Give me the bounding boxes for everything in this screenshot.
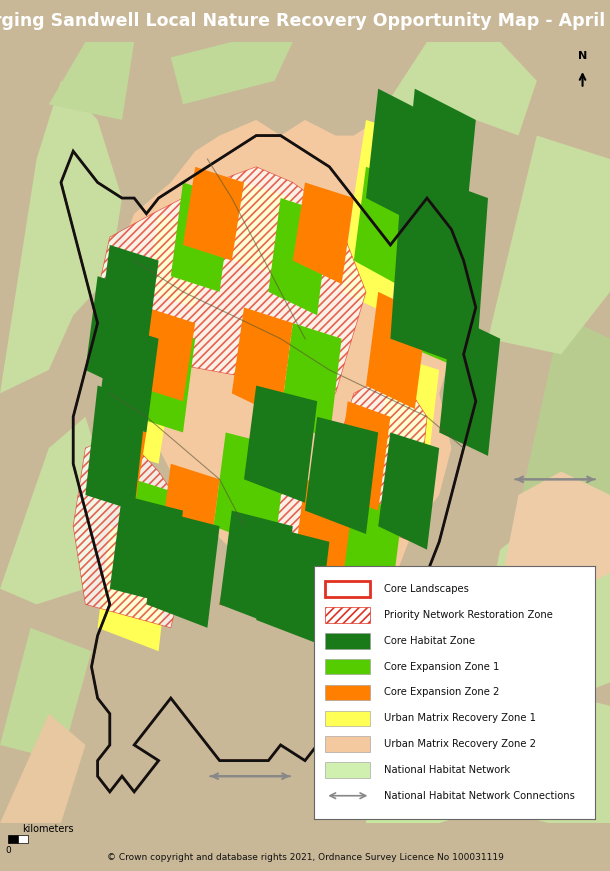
Text: N: N: [578, 51, 587, 61]
Polygon shape: [390, 159, 464, 292]
Text: © Crown copyright and database rights 2021, Ordnance Survey Licence No 100031119: © Crown copyright and database rights 20…: [107, 853, 503, 861]
Polygon shape: [256, 354, 317, 463]
Bar: [325, 582, 370, 597]
Text: National Habitat Network: National Habitat Network: [384, 765, 511, 775]
Polygon shape: [403, 105, 464, 229]
Polygon shape: [293, 479, 354, 589]
Bar: [325, 658, 370, 674]
Polygon shape: [336, 402, 390, 510]
Polygon shape: [336, 495, 403, 604]
Polygon shape: [0, 417, 110, 604]
Text: Core Expansion Zone 2: Core Expansion Zone 2: [384, 687, 500, 698]
Polygon shape: [49, 42, 134, 120]
Text: Priority Network Restoration Zone: Priority Network Restoration Zone: [384, 610, 553, 620]
Polygon shape: [354, 167, 409, 284]
Text: National Habitat Network Connections: National Habitat Network Connections: [384, 791, 575, 800]
Polygon shape: [171, 182, 232, 292]
Polygon shape: [396, 683, 610, 823]
Polygon shape: [122, 479, 183, 589]
Polygon shape: [73, 432, 195, 628]
Polygon shape: [220, 471, 329, 628]
Polygon shape: [110, 495, 183, 604]
Polygon shape: [85, 276, 146, 394]
Polygon shape: [366, 42, 537, 159]
Polygon shape: [232, 182, 293, 276]
Polygon shape: [403, 89, 476, 245]
Text: kilometers: kilometers: [22, 824, 73, 834]
Polygon shape: [366, 292, 427, 409]
Polygon shape: [110, 370, 171, 463]
Polygon shape: [98, 167, 366, 394]
Bar: [325, 736, 370, 752]
Polygon shape: [268, 198, 329, 315]
Polygon shape: [366, 628, 537, 823]
Polygon shape: [98, 120, 476, 628]
Polygon shape: [439, 315, 500, 456]
Bar: [325, 633, 370, 649]
Polygon shape: [159, 463, 220, 573]
Polygon shape: [98, 323, 159, 432]
Polygon shape: [378, 354, 439, 471]
Polygon shape: [305, 417, 378, 534]
Text: Core Landscapes: Core Landscapes: [384, 584, 469, 594]
Polygon shape: [0, 81, 122, 394]
Polygon shape: [390, 182, 476, 370]
Bar: [325, 685, 370, 700]
Polygon shape: [183, 167, 244, 260]
Polygon shape: [171, 42, 293, 105]
Polygon shape: [0, 628, 92, 760]
Bar: [325, 711, 370, 726]
Polygon shape: [390, 167, 488, 370]
Polygon shape: [85, 386, 146, 510]
Polygon shape: [256, 526, 329, 644]
Polygon shape: [293, 182, 354, 284]
Bar: [18, 835, 28, 843]
Text: Emerging Sandwell Local Nature Recovery Opportunity Map - April 2021: Emerging Sandwell Local Nature Recovery …: [0, 12, 610, 30]
Polygon shape: [92, 417, 146, 510]
Polygon shape: [220, 510, 293, 628]
Polygon shape: [342, 198, 403, 315]
Polygon shape: [476, 510, 610, 706]
Polygon shape: [98, 526, 171, 652]
Polygon shape: [518, 315, 610, 526]
Polygon shape: [134, 307, 195, 402]
Text: Core Expansion Zone 1: Core Expansion Zone 1: [384, 662, 500, 672]
Polygon shape: [146, 213, 207, 307]
Polygon shape: [488, 136, 610, 354]
Polygon shape: [146, 510, 220, 628]
Bar: [8, 835, 18, 843]
Text: Core Habitat Zone: Core Habitat Zone: [384, 636, 475, 645]
Polygon shape: [134, 323, 195, 432]
Polygon shape: [281, 323, 342, 440]
Polygon shape: [317, 370, 427, 542]
Bar: [325, 607, 370, 623]
Polygon shape: [378, 432, 439, 550]
Polygon shape: [98, 245, 159, 354]
Polygon shape: [244, 386, 317, 503]
Polygon shape: [500, 471, 610, 604]
Bar: [325, 762, 370, 778]
Text: Urban Matrix Recovery Zone 2: Urban Matrix Recovery Zone 2: [384, 739, 536, 749]
Text: 0: 0: [5, 846, 11, 855]
Polygon shape: [214, 432, 287, 550]
Text: Urban Matrix Recovery Zone 1: Urban Matrix Recovery Zone 1: [384, 713, 536, 723]
Polygon shape: [354, 120, 415, 213]
Polygon shape: [0, 713, 85, 823]
Polygon shape: [366, 89, 439, 229]
Polygon shape: [232, 307, 293, 417]
